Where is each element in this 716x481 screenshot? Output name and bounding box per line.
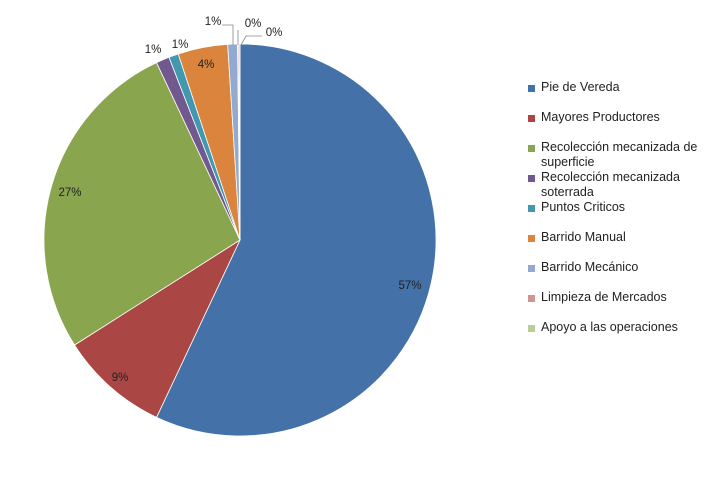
legend-swatch-3 [528, 145, 535, 152]
pie-slice-1 [156, 43, 437, 437]
data-label-2: 9% [112, 372, 129, 384]
pie-slice-2 [73, 238, 241, 418]
data-label-4: 1% [145, 44, 162, 56]
data-label-9: 0% [266, 27, 283, 39]
pie-slice-9 [238, 43, 241, 241]
legend-label-1: Pie de Vereda [541, 80, 620, 94]
data-label-8: 0% [245, 18, 262, 30]
data-labels: 57% 9% 27% 1% 1% 4% 1% 0% 0% [58, 16, 421, 384]
legend-label-5: Puntos Criticos [541, 200, 626, 214]
legend-swatch-5 [528, 205, 535, 212]
leader-line-9 [240, 35, 262, 46]
data-label-6: 4% [198, 59, 215, 71]
data-label-1: 57% [398, 280, 421, 292]
legend-label-3: Recolección mecanizada de superficie [541, 140, 698, 169]
legend-swatch-1 [528, 85, 535, 92]
legend-swatch-6 [528, 235, 535, 242]
legend-label-6: Barrido Manual [541, 230, 626, 244]
leader-line-7 [222, 24, 234, 45]
legend-label-2: Mayores Productores [541, 110, 660, 124]
data-label-5: 1% [172, 39, 189, 51]
legend-swatch-9 [528, 325, 535, 332]
leader-lines [222, 24, 262, 46]
pie-slice-3 [43, 62, 241, 346]
data-label-3: 27% [58, 187, 81, 199]
legend-label-9: Apoyo a las operaciones [541, 320, 678, 334]
legend-swatch-7 [528, 265, 535, 272]
pie-slices [43, 43, 437, 437]
legend-swatch-8 [528, 295, 535, 302]
legend-label-4: Recolección mecanizada soterrada [541, 170, 680, 199]
legend-label-8: Limpieza de Mercados [541, 290, 667, 304]
legend-swatch-2 [528, 115, 535, 122]
legend-label-7: Barrido Mecánico [541, 260, 639, 274]
data-label-7: 1% [205, 16, 222, 28]
legend-swatch-4 [528, 175, 535, 182]
